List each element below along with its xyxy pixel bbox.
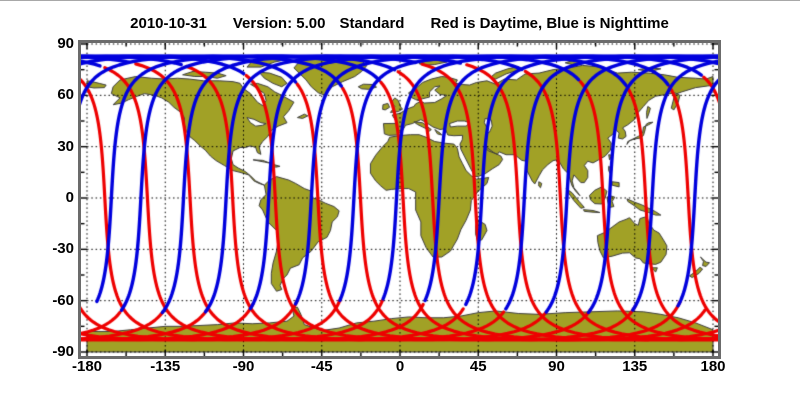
x-tick-label: 180 [700, 358, 726, 375]
x-tick-label: -135 [150, 358, 181, 375]
y-tick-label: -60 [52, 291, 74, 309]
y-tick-label: 90 [57, 35, 74, 52]
x-tick-label: 90 [548, 358, 565, 375]
x-tick-label: 45 [469, 358, 487, 375]
title-mode: Standard [339, 15, 405, 32]
y-tick-label: -90 [52, 342, 74, 360]
y-tick-label: 0 [65, 188, 74, 206]
title-version: Version: 5.00 [232, 15, 326, 32]
y-tick-label: -30 [52, 240, 74, 258]
x-tick-label: -45 [310, 358, 333, 375]
y-tick-label: 60 [57, 86, 74, 104]
x-tick-label: 135 [622, 358, 648, 375]
title-date: 2010-10-31 [130, 15, 207, 32]
x-tick-label: -90 [232, 358, 255, 375]
plot-title: 2010-10-31 Version: 5.00 Standard Red is Da… [78, 15, 721, 32]
window-top-edge [0, 0, 800, 1]
title-color-legend: Red is Daytime, Blue is Nighttime [430, 15, 669, 32]
ground-track-map-canvas [81, 43, 718, 356]
x-tick-label: -180 [71, 358, 103, 375]
y-tick-label: 30 [57, 137, 74, 155]
plot-frame [78, 40, 721, 359]
x-tick-label: 0 [395, 358, 405, 375]
